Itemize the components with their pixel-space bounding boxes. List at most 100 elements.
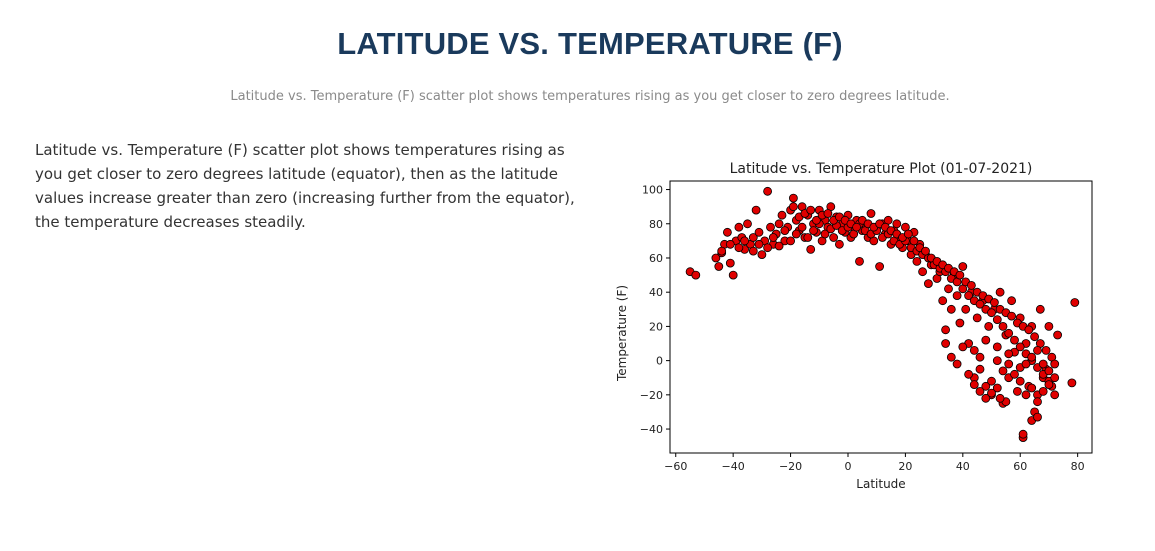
y-tick-label: −20 <box>640 389 663 402</box>
chart-title: Latitude vs. Temperature Plot (01-07-202… <box>730 161 1033 177</box>
data-point <box>975 299 985 309</box>
data-point <box>992 342 1002 352</box>
data-point <box>1007 296 1017 306</box>
data-point <box>1035 304 1045 314</box>
data-point <box>1021 359 1031 369</box>
data-point <box>786 236 796 246</box>
data-point <box>809 226 818 235</box>
page-title: LATITUDE VS. TEMPERATURE (F) <box>337 26 843 61</box>
data-point <box>995 393 1005 403</box>
data-point <box>1044 321 1054 331</box>
plot-frame <box>669 180 1093 454</box>
y-tick-label: 60 <box>649 252 663 265</box>
data-point <box>774 241 784 251</box>
data-point <box>975 386 985 396</box>
data-point <box>969 345 979 355</box>
x-tick-label: −60 <box>664 460 687 473</box>
data-point <box>788 193 798 203</box>
data-point <box>987 388 996 398</box>
data-point <box>946 304 956 314</box>
data-point <box>791 229 801 239</box>
data-points <box>685 186 1080 443</box>
data-point <box>728 270 738 280</box>
data-point <box>909 236 919 246</box>
data-point <box>734 243 744 253</box>
data-point <box>820 229 830 239</box>
data-point <box>855 257 864 266</box>
scatter-chart-svg: Latitude vs. Temperature Plot (01-07-202… <box>615 161 1093 491</box>
data-point <box>1044 366 1054 376</box>
data-point <box>1004 328 1014 338</box>
data-point <box>998 321 1008 331</box>
data-point <box>992 356 1002 366</box>
data-point <box>803 233 813 242</box>
y-tick-label: 40 <box>649 286 663 299</box>
data-point <box>875 262 885 271</box>
data-point <box>829 233 839 242</box>
data-point <box>921 246 930 256</box>
data-point <box>714 262 724 271</box>
data-point <box>969 380 979 390</box>
page-subtitle: Latitude vs. Temperature (F) scatter plo… <box>230 89 950 104</box>
y-tick-label: 0 <box>656 355 663 368</box>
data-point <box>691 270 701 280</box>
data-point <box>754 227 764 237</box>
x-tick-label: 60 <box>1013 460 1027 473</box>
data-point <box>952 359 962 369</box>
data-point <box>955 270 965 280</box>
data-point <box>768 233 778 242</box>
data-point <box>751 205 761 215</box>
data-point <box>748 233 758 242</box>
scatter-chart: Latitude vs. Temperature Plot (01-07-202… <box>600 150 1110 500</box>
x-tick-label: 20 <box>898 460 912 473</box>
data-point <box>958 342 968 352</box>
data-point <box>998 366 1008 376</box>
data-point <box>788 202 798 212</box>
data-point <box>992 383 1002 393</box>
data-point <box>941 325 951 335</box>
data-point <box>1070 298 1080 307</box>
data-point <box>1018 429 1028 439</box>
data-point <box>763 243 773 253</box>
data-point <box>1010 335 1019 345</box>
y-axis-ticks: −40 −20 0 20 40 60 80 100 <box>640 184 670 436</box>
data-point <box>975 364 985 374</box>
y-tick-label: 80 <box>649 218 663 231</box>
y-tick-label: 100 <box>642 184 663 197</box>
x-tick-label: 80 <box>1071 460 1085 473</box>
y-axis-label: Temperature (F) <box>615 285 629 382</box>
data-point <box>797 222 807 232</box>
data-point <box>725 258 735 268</box>
data-point <box>1033 397 1042 407</box>
data-point <box>711 253 721 263</box>
data-point <box>1038 386 1048 396</box>
data-point <box>955 318 965 328</box>
data-point <box>1038 359 1048 369</box>
data-point <box>964 291 974 301</box>
data-point <box>938 296 948 306</box>
data-point <box>740 236 750 246</box>
data-point <box>987 376 996 386</box>
data-point <box>966 280 976 290</box>
data-point <box>981 335 991 345</box>
data-point <box>958 262 968 271</box>
data-point <box>1024 325 1034 335</box>
data-point <box>981 393 991 403</box>
data-point <box>1012 386 1022 396</box>
data-point <box>984 321 994 331</box>
data-point <box>1015 376 1025 386</box>
data-point <box>1050 373 1060 383</box>
data-point <box>723 227 732 237</box>
data-point <box>774 219 784 229</box>
x-axis-ticks: −60 −40 −20 0 20 40 60 80 <box>664 453 1085 473</box>
x-axis-label: Latitude <box>856 477 905 491</box>
data-point <box>734 222 744 232</box>
data-point <box>1015 342 1025 352</box>
x-tick-label: −40 <box>722 460 745 473</box>
data-point <box>1004 349 1014 359</box>
data-point <box>777 210 787 220</box>
data-point <box>1027 352 1037 362</box>
data-point <box>780 226 790 235</box>
data-point <box>748 246 758 256</box>
data-point <box>989 298 999 307</box>
